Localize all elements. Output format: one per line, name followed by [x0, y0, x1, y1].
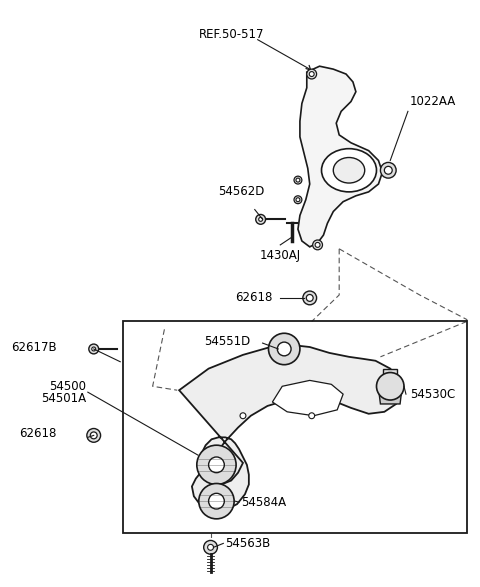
Circle shape — [312, 240, 323, 250]
Text: 62617B: 62617B — [11, 340, 57, 353]
Text: 54551D: 54551D — [204, 335, 251, 348]
Circle shape — [90, 432, 97, 439]
Text: 54562D: 54562D — [218, 185, 264, 198]
Circle shape — [259, 217, 263, 221]
Circle shape — [376, 373, 404, 400]
Circle shape — [306, 295, 313, 301]
Bar — [123, 322, 467, 532]
Polygon shape — [179, 345, 402, 510]
Circle shape — [277, 342, 291, 356]
Ellipse shape — [333, 157, 365, 183]
Circle shape — [381, 163, 396, 178]
Circle shape — [303, 291, 317, 305]
Text: 54501A: 54501A — [41, 392, 86, 404]
Circle shape — [309, 72, 314, 76]
Text: 1430AJ: 1430AJ — [260, 249, 301, 262]
Circle shape — [294, 176, 302, 184]
Text: 54584A: 54584A — [241, 495, 286, 509]
Circle shape — [240, 413, 246, 419]
Circle shape — [87, 429, 101, 442]
Polygon shape — [384, 369, 397, 388]
Text: 1022AA: 1022AA — [410, 95, 456, 108]
Text: 54563B: 54563B — [225, 537, 271, 550]
Circle shape — [197, 445, 236, 484]
Polygon shape — [378, 388, 402, 404]
Text: 54500: 54500 — [49, 380, 86, 393]
Circle shape — [208, 544, 214, 550]
Text: 62618: 62618 — [235, 291, 273, 305]
Circle shape — [209, 493, 224, 509]
Circle shape — [89, 344, 98, 354]
Circle shape — [209, 457, 224, 473]
Circle shape — [92, 347, 96, 351]
Circle shape — [268, 333, 300, 365]
Ellipse shape — [322, 149, 376, 192]
Text: 62618: 62618 — [19, 427, 57, 440]
Text: REF.50-517: REF.50-517 — [198, 28, 264, 41]
Circle shape — [294, 196, 302, 204]
Polygon shape — [298, 66, 383, 247]
Circle shape — [309, 413, 314, 419]
Text: 54530C: 54530C — [410, 387, 455, 401]
Polygon shape — [273, 380, 343, 416]
Circle shape — [199, 484, 234, 519]
Circle shape — [315, 242, 320, 247]
Circle shape — [256, 214, 265, 224]
Circle shape — [296, 178, 300, 182]
Circle shape — [296, 198, 300, 202]
Circle shape — [204, 541, 217, 554]
Circle shape — [307, 69, 317, 79]
Circle shape — [384, 166, 392, 174]
